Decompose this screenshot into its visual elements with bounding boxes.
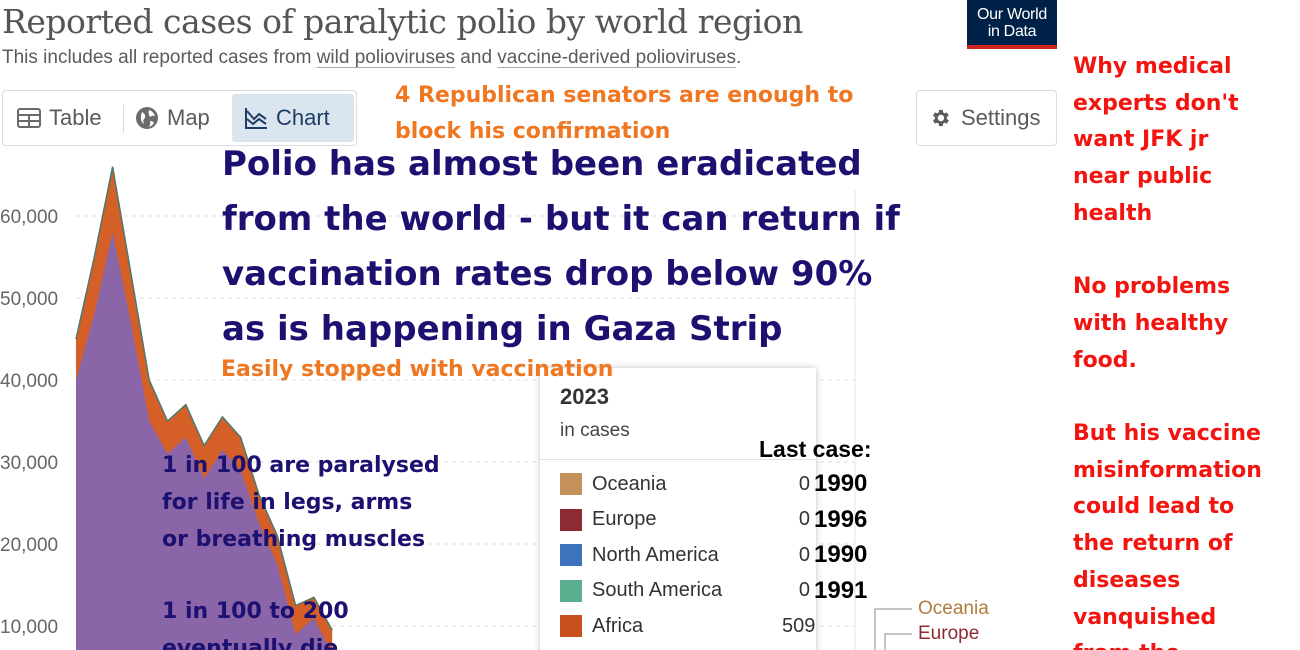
- annotation-line: Why medical: [1073, 54, 1232, 79]
- tooltip-value: 0: [798, 508, 810, 530]
- chart-subtitle: This includes all reported cases from wi…: [2, 47, 742, 68]
- y-tick-label: 20,000: [0, 535, 58, 556]
- tooltip-value: 0: [798, 472, 810, 495]
- legend-swatch: [560, 508, 582, 531]
- annotation-line: want JFK jr: [1073, 127, 1209, 153]
- paralysed-annotation: 1 in 100 are paralysed for life in legs,…: [162, 453, 440, 552]
- tooltip-divider: [540, 459, 816, 460]
- vaccination-annotation: Easily stopped with vaccination: [221, 357, 614, 382]
- annotation-line: could lead to: [1073, 494, 1235, 520]
- annotation-line: with healthy: [1073, 310, 1229, 336]
- last-case-year: 1991: [814, 576, 868, 604]
- tooltip-unit: in cases: [560, 420, 630, 441]
- legend-swatch: [560, 473, 582, 495]
- annotation-line: the return of: [1073, 531, 1233, 557]
- tooltip-series-name: Europe: [592, 508, 657, 530]
- legend-swatch: [560, 544, 582, 566]
- chart-title: Reported cases of paralytic polio by wor…: [2, 2, 803, 41]
- tooltip-row: Europe 0 1996: [560, 506, 867, 533]
- vaccine-derived-link[interactable]: vaccine-derived polioviruses: [497, 47, 736, 68]
- annotation-line: [1073, 379, 1262, 416]
- annotation-line: food.: [1073, 347, 1137, 373]
- leader-line: [874, 608, 912, 650]
- leader-line: [884, 633, 912, 650]
- y-tick-label: 60,000: [0, 207, 58, 228]
- table-icon: [17, 108, 41, 128]
- annotation-line: No problems: [1073, 274, 1231, 300]
- last-case-year: 1990: [814, 470, 868, 497]
- last-case-year: 1990: [814, 541, 868, 568]
- tooltip-series-name: Oceania: [592, 472, 667, 495]
- main-annotation: Polio has almost been eradicated from th…: [222, 144, 900, 349]
- end-label-leaders: [874, 608, 912, 650]
- annotation-line: But his vaccine: [1073, 421, 1261, 447]
- annotation-line: diseases: [1073, 567, 1181, 593]
- tooltip-row: Oceania 0 1990: [560, 470, 867, 497]
- legend-swatch: [560, 579, 582, 602]
- tooltip-row: Africa 509: [560, 614, 815, 638]
- tooltip-value: 0: [798, 579, 810, 601]
- annotation-line: [1073, 233, 1262, 270]
- chart-areas: [75, 166, 333, 650]
- annotation-line: health: [1073, 200, 1153, 226]
- wild-polioviruses-link[interactable]: wild polioviruses: [316, 47, 456, 68]
- y-tick-label: 50,000: [0, 289, 58, 310]
- tab-divider: [123, 105, 124, 133]
- tab-table[interactable]: Table: [17, 94, 102, 142]
- annotation-line: misinformation: [1073, 457, 1262, 483]
- annotation-line: from the: [1073, 636, 1262, 650]
- end-label-europe: Europe: [918, 623, 980, 644]
- senators-annotation: 4 Republican senators are enough to bloc…: [395, 83, 854, 144]
- last-case-year: 1996: [814, 505, 868, 533]
- top-series-line: [75, 166, 333, 631]
- view-tabs: Table Map Chart: [2, 90, 357, 146]
- tooltip-series-name: South America: [592, 579, 723, 601]
- tooltip-panel: 2023 in cases Oceania 0 1990 Europe 0 1996 Nor…: [540, 368, 867, 650]
- tab-chart[interactable]: Chart: [232, 94, 354, 142]
- jfk-annotation: Why medical experts don't want JFK jr near …: [1073, 49, 1262, 650]
- our-world-in-data-logo[interactable]: Our World in Data: [967, 0, 1057, 49]
- annotation-line: experts don't: [1073, 90, 1239, 116]
- tooltip-row: North America 0 1990: [560, 541, 867, 568]
- y-tick-label: 40,000: [0, 371, 58, 392]
- tooltip-value: 509: [782, 614, 816, 637]
- end-label-oceania: Oceania: [918, 598, 989, 619]
- y-tick-label: 10,000: [0, 617, 58, 638]
- die-annotation: 1 in 100 to 200 eventually die: [162, 599, 349, 650]
- tooltip-value: 0: [798, 543, 810, 566]
- chart-icon: [245, 108, 267, 129]
- tab-map[interactable]: Map: [135, 94, 210, 142]
- settings-button[interactable]: Settings: [916, 90, 1057, 146]
- gear-icon: [933, 109, 949, 127]
- annotation-line: vanquished: [1073, 604, 1217, 630]
- tooltip-year: 2023: [560, 384, 609, 409]
- y-axis-ticks: 60,000 50,000 40,000 30,000 20,000 10,000: [0, 207, 58, 638]
- y-tick-label: 30,000: [0, 453, 58, 474]
- tooltip-series-name: North America: [592, 543, 719, 566]
- purple-area: [76, 232, 330, 650]
- tooltip-row: South America 0 1991: [560, 577, 867, 604]
- tooltip-series-name: Africa: [592, 614, 644, 637]
- globe-icon: [136, 107, 158, 129]
- last-case-heading: Last case:: [759, 436, 872, 462]
- legend-swatch: [560, 615, 582, 637]
- annotation-line: near public: [1073, 164, 1213, 190]
